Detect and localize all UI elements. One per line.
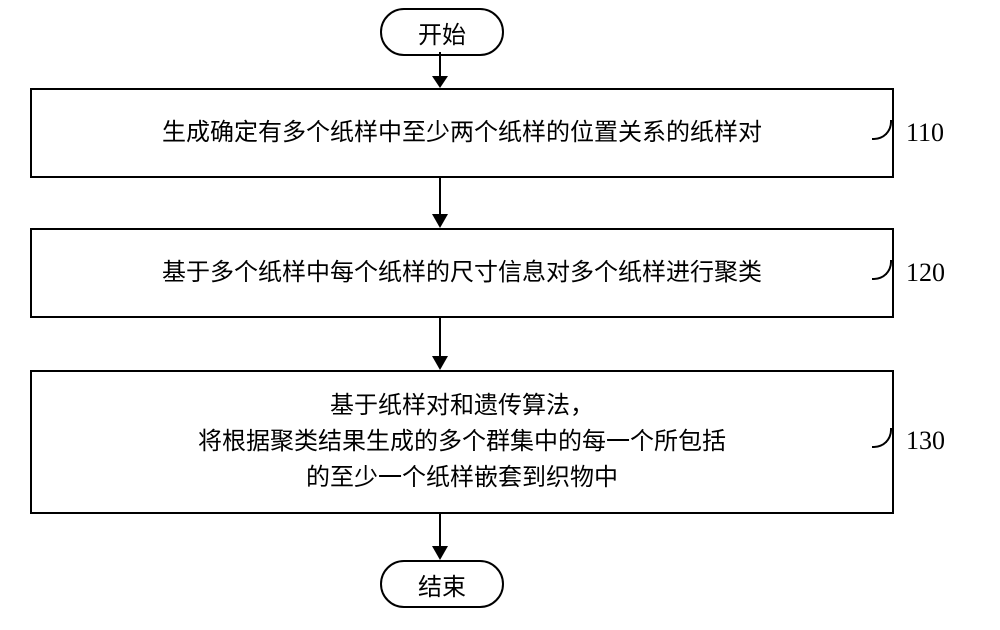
label-110: 110 xyxy=(906,118,944,148)
process-130-text: 基于纸样对和遗传算法， 将根据聚类结果生成的多个群集中的每一个所包括 的至少一个… xyxy=(198,388,726,496)
process-130-line2: 将根据聚类结果生成的多个群集中的每一个所包括 xyxy=(198,424,726,460)
process-120: 基于多个纸样中每个纸样的尺寸信息对多个纸样进行聚类 xyxy=(30,228,894,318)
start-label: 开始 xyxy=(418,15,466,50)
process-130-line3: 的至少一个纸样嵌套到织物中 xyxy=(198,460,726,496)
process-110-text: 生成确定有多个纸样中至少两个纸样的位置关系的纸样对 xyxy=(162,115,762,151)
arrow-start-to-110 xyxy=(440,52,460,88)
label-120: 120 xyxy=(906,258,945,288)
end-label: 结束 xyxy=(418,567,466,602)
start-terminator: 开始 xyxy=(380,8,504,56)
flowchart-canvas: 开始 生成确定有多个纸样中至少两个纸样的位置关系的纸样对 110 基于多个纸样中… xyxy=(0,0,1000,630)
process-110: 生成确定有多个纸样中至少两个纸样的位置关系的纸样对 xyxy=(30,88,894,178)
process-120-text: 基于多个纸样中每个纸样的尺寸信息对多个纸样进行聚类 xyxy=(162,255,762,291)
label-130: 130 xyxy=(906,426,945,456)
arrow-110-to-120 xyxy=(440,176,460,228)
arrow-130-to-end xyxy=(440,512,460,560)
end-terminator: 结束 xyxy=(380,560,504,608)
process-130-line1: 基于纸样对和遗传算法， xyxy=(198,388,726,424)
arrow-120-to-130 xyxy=(440,316,460,370)
process-130: 基于纸样对和遗传算法， 将根据聚类结果生成的多个群集中的每一个所包括 的至少一个… xyxy=(30,370,894,514)
